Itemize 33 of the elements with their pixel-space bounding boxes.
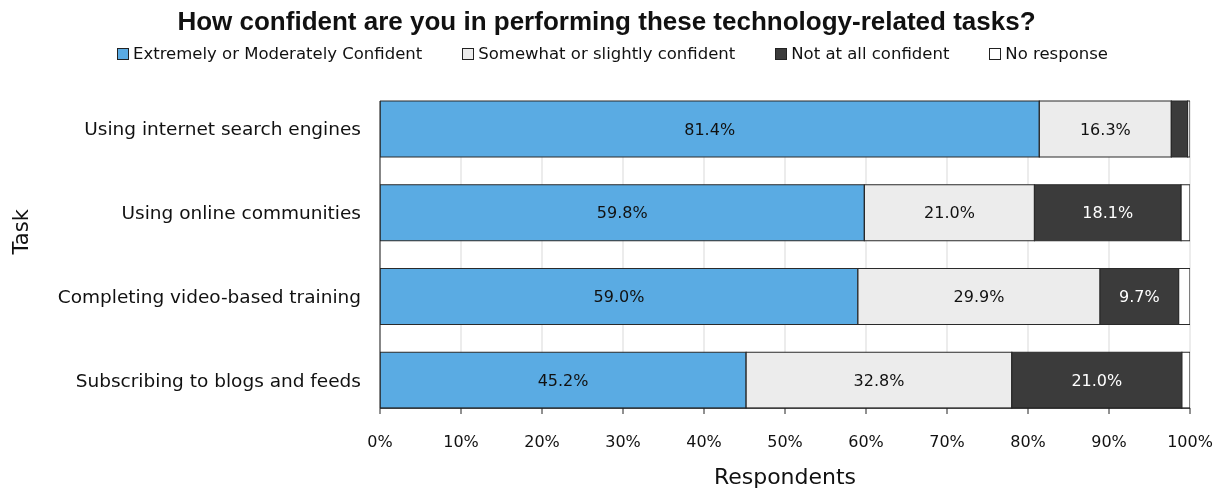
chart-title: How confident are you in performing these technology-related tasks? xyxy=(176,6,1037,36)
y-tick-label: Subscribing to blogs and feeds xyxy=(75,369,361,391)
y-tick-label: Using online communities xyxy=(121,202,361,224)
data-label: 16.3% xyxy=(1079,119,1131,139)
x-axis-title: Respondents xyxy=(713,464,857,489)
y-tick-label: Completing video-based training xyxy=(57,285,361,307)
x-tick-label: 30% xyxy=(605,432,641,452)
data-label: 32.8% xyxy=(853,370,905,390)
legend-label: No response xyxy=(1005,44,1108,63)
data-label: 45.2% xyxy=(537,370,589,390)
x-tick-label: 60% xyxy=(848,432,884,452)
x-tick-label: 90% xyxy=(1091,432,1127,452)
y-tick-label: Using internet search engines xyxy=(84,118,361,140)
data-label: 81.4% xyxy=(684,119,736,139)
data-label: 18.1% xyxy=(1082,203,1134,223)
legend-label: Somewhat or slightly confident xyxy=(478,44,736,63)
x-tick-label: 50% xyxy=(767,432,803,452)
y-axis-title: Task xyxy=(9,208,34,256)
data-label: 9.7% xyxy=(1119,287,1160,306)
x-tick-label: 70% xyxy=(929,432,965,452)
x-tick-label: 40% xyxy=(686,432,722,452)
data-label: 59.0% xyxy=(593,287,645,306)
data-label: 29.9% xyxy=(953,287,1005,306)
legend-label: Not at all confident xyxy=(791,44,950,63)
x-tick-label: 80% xyxy=(1010,432,1046,452)
x-tick-label: 0% xyxy=(367,432,393,452)
x-tick-label: 20% xyxy=(524,432,560,452)
data-label: 21.0% xyxy=(1071,370,1123,390)
x-tick-label: 10% xyxy=(443,432,479,452)
data-label: 21.0% xyxy=(924,203,975,223)
legend-label: Extremely or Moderately Confident xyxy=(132,44,423,63)
x-tick-label: 100% xyxy=(1167,432,1213,452)
data-label: 59.8% xyxy=(596,203,648,223)
